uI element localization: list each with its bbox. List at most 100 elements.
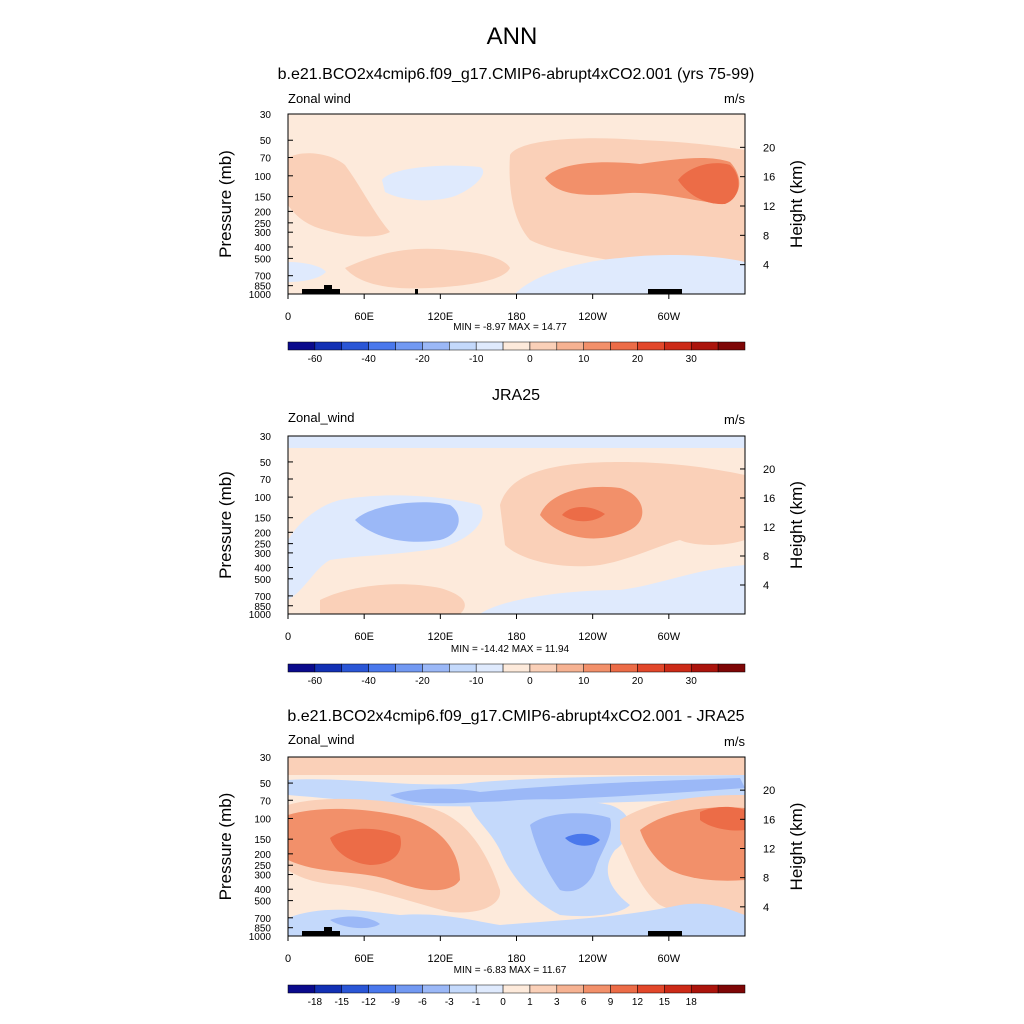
panel-2-colorbar-cell-7 [475,663,504,673]
panel-3-contour-pacific-min [565,833,600,846]
panel-3-height-tick-label-16: 16 [763,814,775,826]
panel-1-xtick-label-1: 60E [354,311,374,323]
panel-2-ytick-label-30: 30 [260,432,272,443]
panel-1-colorbar-cell-11 [583,341,611,351]
panel-2-contour-jet-max [562,506,605,522]
panel-3-colorbar-cell-8 [502,984,531,994]
panel-1-colorbar-cell-15 [690,341,719,351]
panel-3-colorbar-cell-7 [475,984,504,994]
panel-1-colorbar-tick-6: 20 [632,354,644,365]
panel-1-ytick-label-400: 400 [254,243,271,254]
panel-1-colorbar-cell-0 [287,341,316,351]
panel-1-colorbar-cell-1 [314,341,343,351]
panel-2-ytick-label-500: 500 [254,575,271,586]
panel-3-topography-ridge [324,927,332,936]
panel-1: b.e21.BCO2x4cmip6.f09_g17.CMIP6-abrupt4x… [216,66,806,365]
panel-1-ytick-label-100: 100 [254,172,271,183]
panel-2-colorbar-cell-6 [449,663,477,673]
panel-3-colorbar-tick-0: -18 [308,997,323,1008]
panel-1-contour-easterly-surface [515,255,745,294]
panel-3-colorbar-tick-5: -3 [445,997,454,1008]
panel-1-topography-ridge [324,285,332,294]
panel-3-colorbar-cell-0 [287,984,316,994]
panel-3-ytick-label-70: 70 [260,796,272,807]
panel-1-colorbar-cell-3 [368,341,396,351]
panel-3-colorbar-cell-5 [422,984,450,994]
panel-1-colorbar: -60 -40 -20 -10 0 10 20 30 [287,341,746,365]
panel-3-ylabel: Pressure (mb) [216,793,235,901]
panel-1-contour-easterly-tropo [382,165,484,201]
panel-3-colorbar-tick-12: 12 [632,997,644,1008]
panel-1-colorbar-cell-10 [556,341,584,351]
panel-3-ytick-label-250: 250 [254,861,271,872]
panel-2-colorbar-cell-16 [717,663,746,673]
panel-3-colorbar-tick-3: -9 [391,997,400,1008]
panel-1-topography-tibet [415,289,418,294]
panel-3: b.e21.BCO2x4cmip6.f09_g17.CMIP6-abrupt4x… [216,708,806,1008]
panel-2-colorbar-tick-7: 30 [686,676,698,687]
panel-3-ytick-label-100: 100 [254,814,271,825]
panel-2-colorbar-cell-2 [341,663,369,673]
panel-3-colorbar-tick-9: 3 [554,997,560,1008]
panel-2-colorbar-cell-9 [529,663,558,673]
panel-1-colorbar-cell-5 [422,341,450,351]
panel-3-contour-field [288,757,745,936]
panel-1-stats: MIN = -8.97 MAX = 14.77 [453,322,567,333]
panel-2-xtick-label-2: 120E [427,631,453,643]
panel-1-colorbar-cell-13 [637,341,665,351]
panel-2-ytick-label-50: 50 [260,458,272,469]
panel-3-ytick-label-300: 300 [254,871,271,882]
panel-2-colorbar-cell-12 [610,663,638,673]
panel-1-colorbar-tick-3: -10 [469,354,484,365]
panel-1-xtick-label-5: 60W [658,311,681,323]
panel-1-ytick-label-1000: 1000 [249,290,272,301]
panel-2-colorbar-tick-4: 0 [527,676,533,687]
panel-3-ylabel-right: Height (km) [787,803,806,891]
panel-1-colorbar-tick-5: 10 [578,354,590,365]
panel-3-field-label: Zonal_wind [288,732,355,747]
panel-2-contour-lower-5 [320,584,465,614]
panel-3-colorbar-tick-6: -1 [472,997,481,1008]
panel-1-colorbar-tick-2: -20 [415,354,430,365]
panel-3-colorbar-tick-14: 18 [686,997,698,1008]
panel-2-height-tick-label-12: 12 [763,522,775,534]
panel-1-units: m/s [724,91,745,106]
panel-2-colorbar-cell-14 [664,663,692,673]
panel-2-colorbar-cell-3 [368,663,396,673]
panel-3-height-tick-label-20: 20 [763,785,775,797]
panel-2-colorbar-tick-3: -10 [469,676,484,687]
panel-3-height-tick-label-8: 8 [763,873,769,885]
panel-1-ytick-label-250: 250 [254,219,271,230]
panel-3-ytick-label-30: 30 [260,753,272,764]
panel-2-height-tick-label-4: 4 [763,580,769,592]
panel-1-ytick-label-200: 200 [254,207,271,218]
panel-3-title: b.e21.BCO2x4cmip6.f09_g17.CMIP6-abrupt4x… [287,708,744,725]
panel-2-xtick-label-4: 120W [578,631,607,643]
panel-3-ytick-label-50: 50 [260,779,272,790]
panel-1-xtick-label-2: 120E [427,311,453,323]
panel-3-colorbar-tick-8: 1 [527,997,533,1008]
panel-1-xtick-label-4: 120W [578,311,607,323]
panel-3-ytick-label-1000: 1000 [249,932,272,943]
panel-1-colorbar-tick-1: -40 [361,354,376,365]
panel-2-colorbar-tick-0: -60 [308,676,323,687]
panel-3-colorbar-cell-6 [449,984,477,994]
panel-3-units: m/s [724,734,745,749]
panel-1-colorbar-cell-8 [502,341,531,351]
figure-title: ANN [487,23,538,50]
panel-1-colorbar-cell-12 [610,341,638,351]
panel-3-colorbar-tick-7: 0 [500,997,506,1008]
panel-3-colorbar-cell-14 [664,984,692,994]
panel-2-ytick-label-150: 150 [254,514,271,525]
panel-3-colorbar-tick-2: -12 [361,997,376,1008]
panel-3-stats: MIN = -6.83 MAX = 11.67 [454,965,567,976]
panel-3-colorbar-tick-11: 9 [608,997,614,1008]
panel-2-colorbar-cell-0 [287,663,316,673]
panel-1-xtick-label-0: 0 [285,311,291,323]
panel-2-colorbar-cell-10 [556,663,584,673]
panel-3-colorbar-cell-16 [717,984,746,994]
panel-3-ytick-label-850: 850 [254,924,271,935]
